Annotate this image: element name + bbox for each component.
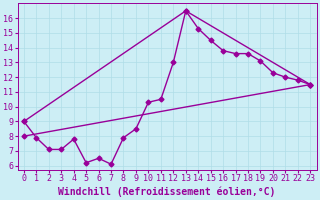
X-axis label: Windchill (Refroidissement éolien,°C): Windchill (Refroidissement éolien,°C) — [58, 186, 276, 197]
